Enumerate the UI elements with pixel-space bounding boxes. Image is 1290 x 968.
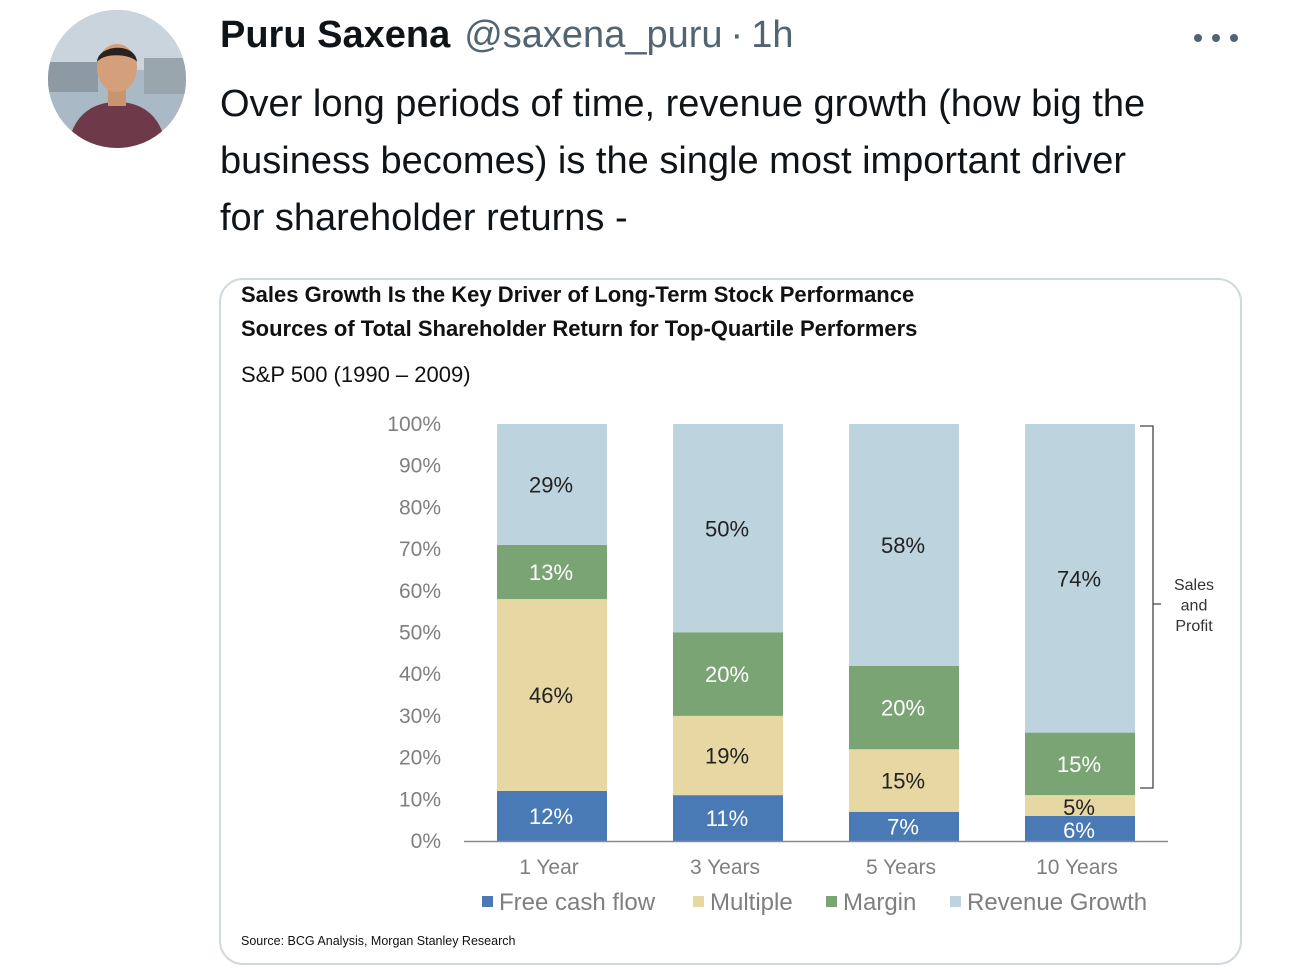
bar-segment <box>673 632 783 716</box>
bar-segment <box>1025 795 1135 816</box>
bar-segment <box>849 749 959 812</box>
annotation-text: and <box>1181 598 1208 615</box>
bar-data-label: 29% <box>529 472 573 497</box>
bar-data-label: 6% <box>1063 818 1095 843</box>
x-category-label: 10 Years <box>1036 856 1118 879</box>
bar-data-label: 20% <box>705 662 749 687</box>
chart-subtitle: Sources of Total Shareholder Return for … <box>241 316 918 341</box>
bar-segment <box>1025 732 1135 796</box>
y-tick-label: 40% <box>399 663 441 686</box>
chart-index-label: S&P 500 (1990 – 2009) <box>241 362 471 387</box>
y-tick-label: 10% <box>399 788 441 811</box>
bar-segment <box>1025 815 1135 841</box>
legend-swatch <box>693 896 704 907</box>
y-tick-label: 60% <box>399 580 441 603</box>
y-tick-label: 20% <box>399 747 441 770</box>
x-category-label: 1 Year <box>519 856 579 879</box>
legend-swatch <box>950 896 961 907</box>
author-name[interactable]: Puru Saxena <box>220 14 451 56</box>
y-tick-label: 70% <box>399 538 441 561</box>
sales-profit-bracket <box>1140 425 1161 789</box>
tweet-timestamp[interactable]: 1h <box>751 14 794 56</box>
more-horizontal-icon <box>1212 34 1220 42</box>
author-avatar[interactable] <box>48 10 186 148</box>
bar-data-label: 5% <box>1063 795 1095 820</box>
bar-data-label: 7% <box>887 814 919 839</box>
bar-segment <box>849 811 959 841</box>
legend-swatch <box>826 896 837 907</box>
chart-title: Sales Growth Is the Key Driver of Long-T… <box>241 282 915 307</box>
x-category-label: 5 Years <box>866 856 936 879</box>
legend-swatch <box>482 896 493 907</box>
bar-data-label: 46% <box>529 683 573 708</box>
bar-data-label: 15% <box>1057 752 1101 777</box>
legend-label: Revenue Growth <box>967 889 1147 916</box>
bar-data-label: 58% <box>881 533 925 558</box>
y-tick-label: 0% <box>411 830 441 853</box>
legend-label: Multiple <box>710 889 793 916</box>
bar-data-label: 19% <box>705 744 749 769</box>
bar-segment <box>849 424 959 666</box>
y-tick-label: 80% <box>399 496 441 519</box>
bar-data-label: 15% <box>881 769 925 794</box>
more-options-button[interactable] <box>1190 20 1242 56</box>
annotation-text: Profit <box>1175 618 1213 635</box>
tweet-header: Puru Saxena @saxena_puru · 1h <box>220 14 793 57</box>
bar-data-label: 12% <box>529 804 573 829</box>
tweet-text: Over long periods of time, revenue growt… <box>220 83 1146 239</box>
annotation-text: Sales <box>1174 577 1214 594</box>
bar-data-label: 13% <box>529 560 573 585</box>
y-tick-label: 90% <box>399 455 441 478</box>
more-horizontal-icon <box>1230 34 1238 42</box>
legend-label: Free cash flow <box>499 889 656 916</box>
y-tick-label: 30% <box>399 705 441 728</box>
y-tick-label: 100% <box>387 413 441 436</box>
bar-segment <box>673 795 783 841</box>
bar-data-label: 50% <box>705 516 749 541</box>
x-category-label: 3 Years <box>690 856 760 879</box>
more-horizontal-icon <box>1194 34 1202 42</box>
bar-segment <box>497 544 607 600</box>
legend-label: Margin <box>843 889 916 916</box>
bar-segment <box>673 424 783 633</box>
bar-segment <box>1025 424 1135 733</box>
chart-source: Source: BCG Analysis, Morgan Stanley Res… <box>241 934 516 948</box>
bar-segment <box>849 665 959 750</box>
bar-segment <box>497 599 607 791</box>
author-handle[interactable]: @saxena_puru <box>464 14 723 56</box>
avatar-photo <box>48 10 186 148</box>
bar-segment <box>497 790 607 841</box>
bar-segment <box>673 715 783 796</box>
y-tick-label: 50% <box>399 622 441 645</box>
header-separator: · <box>730 14 744 56</box>
bar-data-label: 74% <box>1057 566 1101 591</box>
bar-data-label: 11% <box>706 806 748 831</box>
bar-segment <box>497 424 607 545</box>
bar-data-label: 20% <box>881 696 925 721</box>
